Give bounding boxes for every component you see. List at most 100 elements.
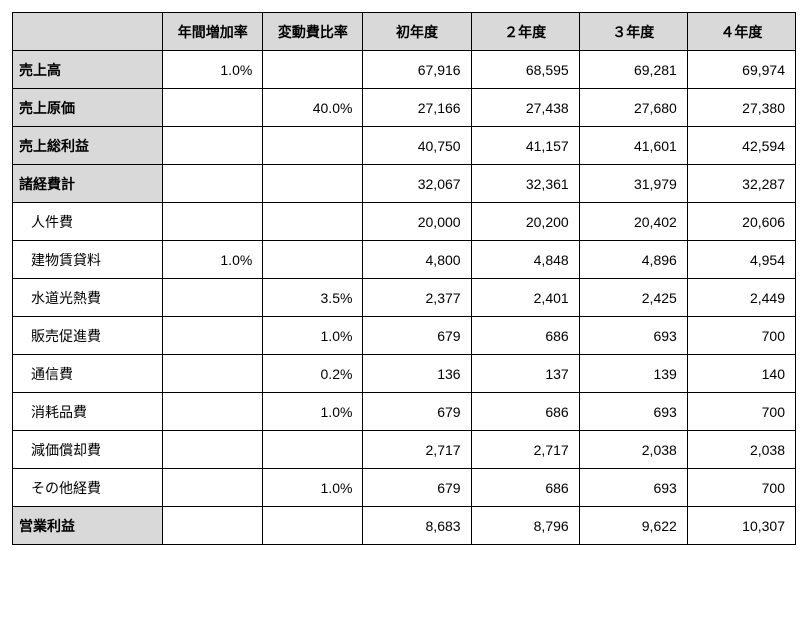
cell-year: 27,166 [363,89,471,127]
cell-rate: 1.0% [163,51,263,89]
table-row: 人件費 20,00020,20020,40220,606 [13,203,796,241]
cell-rate [163,127,263,165]
cell-year: 27,438 [471,89,579,127]
cell-year: 20,606 [687,203,795,241]
cell-year: 2,425 [579,279,687,317]
row-label: 通信費 [13,355,163,393]
cell-year: 137 [471,355,579,393]
table-row: 売上原価 40.0%27,16627,43827,68027,380 [13,89,796,127]
cell-year: 686 [471,317,579,355]
row-label: 減価償却費 [13,431,163,469]
table-row: 販売促進費 1.0%679686693700 [13,317,796,355]
row-label: 売上原価 [13,89,163,127]
cell-year: 686 [471,393,579,431]
cell-year: 2,449 [687,279,795,317]
cell-var: 40.0% [263,89,363,127]
cell-year: 41,157 [471,127,579,165]
cell-year: 693 [579,317,687,355]
cell-year: 4,896 [579,241,687,279]
cell-rate [163,203,263,241]
cell-rate [163,393,263,431]
cell-year: 136 [363,355,471,393]
cell-year: 42,594 [687,127,795,165]
col-blank [13,13,163,51]
cell-year: 32,361 [471,165,579,203]
cell-rate [163,317,263,355]
cell-year: 2,377 [363,279,471,317]
cell-rate [163,279,263,317]
table-row: 営業利益8,6838,7969,62210,307 [13,507,796,545]
cell-year: 693 [579,393,687,431]
cell-year: 2,038 [687,431,795,469]
cell-year: 700 [687,317,795,355]
cell-year: 8,796 [471,507,579,545]
cell-year: 69,974 [687,51,795,89]
col-var: 変動費比率 [263,13,363,51]
cell-year: 32,067 [363,165,471,203]
row-label: 営業利益 [13,507,163,545]
cell-year: 40,750 [363,127,471,165]
table-row: 建物賃貸料1.0% 4,8004,8484,8964,954 [13,241,796,279]
row-label: 売上高 [13,51,163,89]
cell-year: 679 [363,393,471,431]
col-year-4: ４年度 [687,13,795,51]
cell-year: 2,038 [579,431,687,469]
cell-year: 20,200 [471,203,579,241]
cell-year: 686 [471,469,579,507]
cell-year: 68,595 [471,51,579,89]
row-label: 販売促進費 [13,317,163,355]
cell-year: 700 [687,469,795,507]
cell-var [263,203,363,241]
cell-rate [163,165,263,203]
table-row: 通信費0.2%136137139140 [13,355,796,393]
cell-var [263,127,363,165]
cell-year: 69,281 [579,51,687,89]
table-row: 減価償却費2,7172,7172,0382,038 [13,431,796,469]
cell-year: 700 [687,393,795,431]
cell-year: 32,287 [687,165,795,203]
table-body: 売上高1.0%67,91668,59569,28169,974売上原価40.0%… [13,51,796,545]
cell-year: 67,916 [363,51,471,89]
col-year-2: ２年度 [471,13,579,51]
cell-var [263,51,363,89]
header-row: 年間増加率 変動費比率 初年度 ２年度 ３年度 ４年度 [13,13,796,51]
row-label: 人件費 [13,203,163,241]
table-row: 消耗品費1.0%679686693700 [13,393,796,431]
table-row: 諸経費計32,06732,36131,97932,287 [13,165,796,203]
cell-year: 139 [579,355,687,393]
cell-year: 4,800 [363,241,471,279]
cell-year: 27,380 [687,89,795,127]
cell-rate [163,507,263,545]
cell-rate: 1.0% [163,241,263,279]
col-year-1: 初年度 [363,13,471,51]
cell-rate [163,431,263,469]
cell-year: 10,307 [687,507,795,545]
row-label: 建物賃貸料 [13,241,163,279]
cell-year: 693 [579,469,687,507]
cell-year: 27,680 [579,89,687,127]
cell-year: 4,954 [687,241,795,279]
financial-table: 年間増加率 変動費比率 初年度 ２年度 ３年度 ４年度 売上高1.0%67,91… [12,12,796,545]
cell-year: 4,848 [471,241,579,279]
cell-var [263,241,363,279]
cell-rate [163,355,263,393]
cell-var: 0.2% [263,355,363,393]
table-row: 水道光熱費 3.5%2,3772,4012,4252,449 [13,279,796,317]
table-row: 売上総利益40,75041,15741,60142,594 [13,127,796,165]
cell-year: 2,717 [471,431,579,469]
cell-var: 1.0% [263,317,363,355]
cell-year: 2,401 [471,279,579,317]
row-label: 水道光熱費 [13,279,163,317]
cell-year: 31,979 [579,165,687,203]
cell-year: 679 [363,317,471,355]
cell-year: 20,402 [579,203,687,241]
cell-var [263,431,363,469]
cell-year: 20,000 [363,203,471,241]
cell-var: 3.5% [263,279,363,317]
cell-year: 2,717 [363,431,471,469]
cell-rate [163,89,263,127]
table-row: その他経費1.0%679686693700 [13,469,796,507]
cell-var: 1.0% [263,469,363,507]
cell-rate [163,469,263,507]
row-label: その他経費 [13,469,163,507]
